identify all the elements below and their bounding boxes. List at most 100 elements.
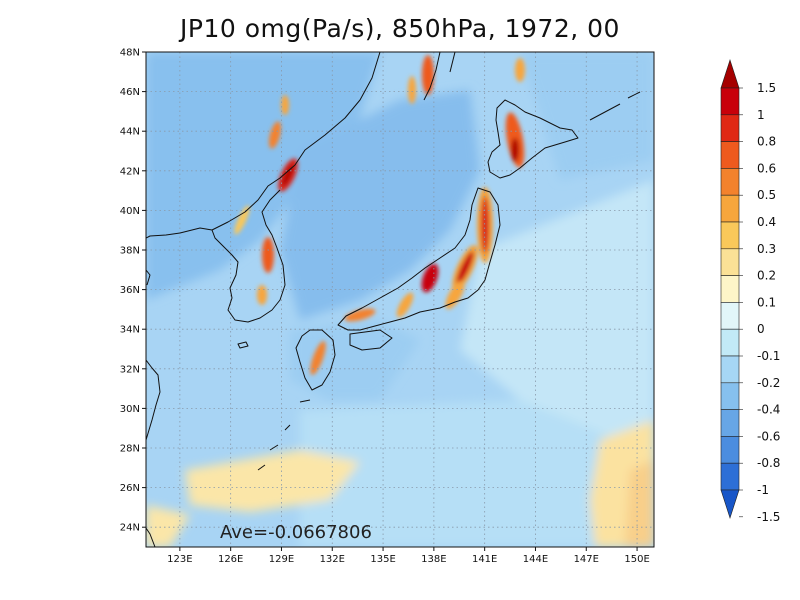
streak-honshu-north-core — [481, 197, 489, 253]
colorbar-swatch — [720, 168, 740, 196]
x-tick-label: 147E — [574, 554, 599, 565]
x-tick-label: 129E — [269, 554, 294, 565]
coastline-honshu — [337, 187, 501, 331]
y-tick-label: 34N — [120, 325, 140, 336]
y-tick-label: 26N — [120, 483, 140, 494]
streak-korea-south — [257, 285, 267, 305]
x-tick-label: 132E — [320, 554, 345, 565]
field-region-warm-bottom-left — [146, 505, 190, 547]
field-region-north-east — [520, 52, 654, 180]
field-region-west — [146, 52, 380, 300]
field-region-pacific-east — [460, 180, 654, 440]
colorbar-swatch — [720, 328, 740, 357]
colorbar-swatch — [720, 248, 740, 276]
streak-hokkaido-west — [515, 58, 525, 82]
colorbar-label: 0.1 — [757, 295, 776, 309]
colorbar-swatch — [720, 409, 740, 437]
y-tick-label: 44N — [120, 127, 140, 138]
x-tick-label: 123E — [167, 554, 192, 565]
colorbar-label: -0.1 — [757, 349, 780, 363]
colorbar-label: 0.8 — [757, 135, 776, 149]
coastline-sakhalin — [423, 52, 456, 101]
colorbar-swatch — [720, 275, 740, 303]
x-axis-ticks: 123E 126E 129E 132E 135E 138E 141E 144E 147E 150E — [167, 547, 650, 565]
x-tick-label: 135E — [370, 554, 395, 565]
streak-korea-north-core — [282, 164, 294, 186]
x-tick-label: 144E — [523, 554, 548, 565]
field-region-sea-of-japan — [280, 90, 480, 320]
field-shading — [146, 52, 654, 547]
coastlines — [146, 52, 641, 547]
colorbar-swatch — [720, 436, 740, 464]
colorbar-swatch — [720, 355, 740, 384]
field-layer — [146, 52, 654, 547]
coastline-shikoku — [349, 329, 393, 351]
colorbar: 1.5 1 0.8 0.6 0.5 0.4 0.3 0.2 0.1 0 -0.1 -0.2 -0.4 -0… — [720, 59, 780, 524]
x-tick-label: 126E — [218, 554, 243, 565]
coastline-kyushu — [295, 329, 336, 391]
coastline-ryukyu — [257, 399, 311, 471]
coastline-kuril — [589, 91, 641, 121]
colorbar-label: -1.5 — [757, 510, 780, 524]
colorbar-swatch — [720, 302, 740, 330]
colorbar-label: 0.6 — [757, 161, 776, 175]
streak-kinki — [396, 292, 414, 318]
streak-honshu-central-core — [456, 251, 474, 285]
y-tick-label: 46N — [120, 87, 140, 98]
y-tick-label: 48N — [120, 48, 140, 59]
colorbar-label: 0.2 — [757, 269, 776, 283]
colorbar-label: 0.3 — [757, 242, 776, 256]
colorbar-label: -1 — [757, 483, 769, 497]
y-tick-label: 24N — [120, 523, 140, 534]
field-region-warm-southwest — [185, 450, 360, 512]
streak-sakhalin-west — [408, 76, 416, 104]
streak-chubu — [421, 263, 439, 293]
coastline-china-east — [146, 269, 161, 441]
colorbar-swatch — [720, 141, 740, 169]
plot-frame — [145, 51, 655, 548]
y-tick-label: 36N — [120, 285, 140, 296]
colorbar-label: 1 — [757, 108, 765, 122]
colorbar-swatch — [720, 382, 740, 410]
colorbar-swatch — [720, 221, 740, 250]
coastline-hokkaido — [487, 99, 579, 179]
streak-sakhalin — [422, 55, 434, 95]
y-tick-label: 38N — [120, 246, 140, 257]
colorbar-bottom-arrow — [720, 489, 740, 519]
field-streaks — [234, 55, 525, 376]
y-tick-label: 42N — [120, 166, 140, 177]
colorbar-label: -0.4 — [757, 403, 780, 417]
coastline-taiwan-north — [146, 527, 156, 547]
y-tick-label: 32N — [120, 364, 140, 375]
streak-hokkaido-core — [511, 138, 519, 162]
field-region-south-central — [300, 400, 640, 547]
coastline-jeju — [237, 341, 249, 349]
colorbar-label: -0.8 — [757, 456, 780, 470]
graticule — [146, 52, 654, 547]
colorbar-label: 0.4 — [757, 215, 776, 229]
colorbar-swatch — [720, 87, 740, 116]
average-annotation: Ave=-0.0667806 — [220, 522, 372, 543]
colorbar-swatch — [720, 462, 740, 491]
coastline-korea — [211, 189, 286, 323]
x-tick-label: 150E — [624, 554, 649, 565]
colorbar-label: 0 — [757, 322, 765, 336]
colorbar-swatch — [720, 114, 740, 142]
colorbar-top-arrow — [720, 59, 740, 89]
streak-chugoku — [344, 308, 376, 322]
colorbar-swatch — [720, 194, 740, 223]
y-axis-ticks: 24N 26N 28N 30N 32N 34N 36N 38N 40N 42N 44N 46N 48N — [120, 48, 146, 534]
field-region-warm-corner — [625, 460, 654, 547]
streak-kanto — [445, 280, 465, 310]
colorbar-label: -0.2 — [757, 376, 780, 390]
field-region-kyushu-south — [290, 320, 420, 400]
streak-kyushu — [310, 340, 326, 376]
chart-title: JP10 omg(Pa/s), 850hPa, 1972, 00 — [180, 14, 620, 43]
streak-manchuria-north — [281, 95, 289, 115]
y-tick-label: 40N — [120, 206, 140, 217]
y-tick-label: 30N — [120, 404, 140, 415]
streak-korea-west — [234, 205, 250, 235]
streak-manchuria — [268, 121, 282, 149]
x-tick-label: 141E — [472, 554, 497, 565]
